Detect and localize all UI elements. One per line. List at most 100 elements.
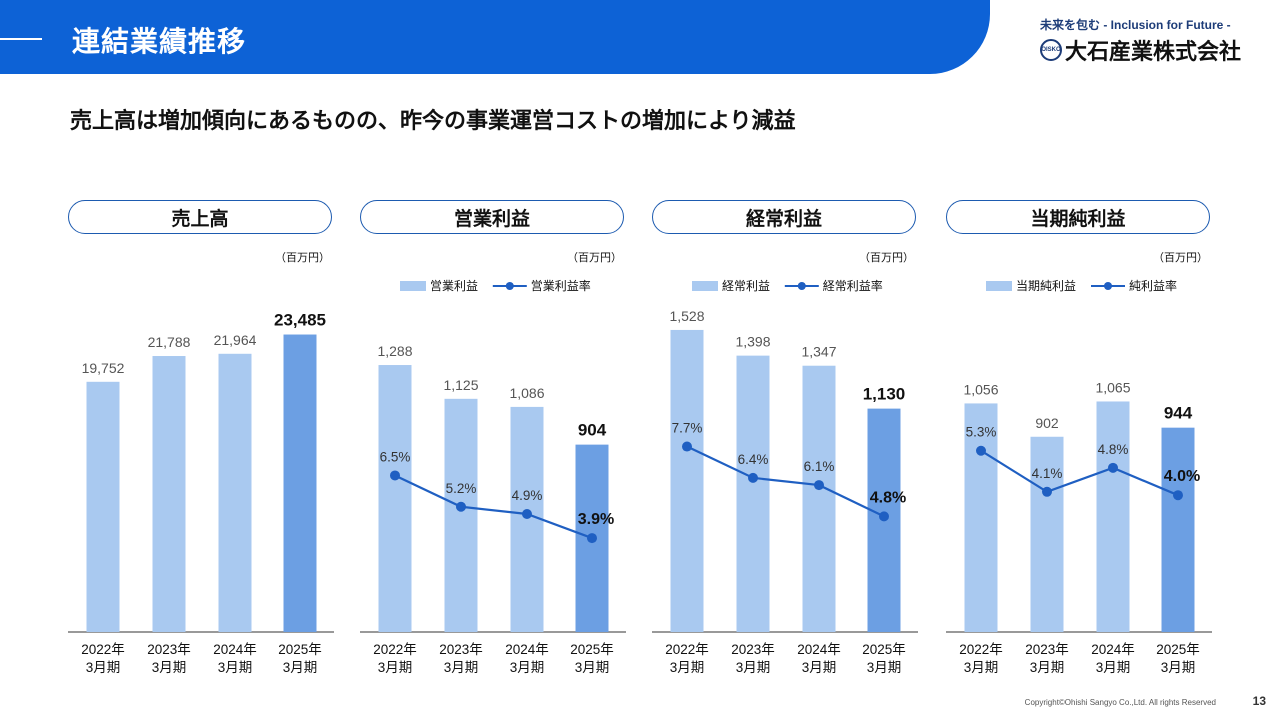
category-label: 3月期 bbox=[867, 660, 902, 675]
category-label: 2025年 bbox=[862, 642, 906, 657]
bar bbox=[802, 365, 836, 632]
margin-point bbox=[522, 508, 532, 519]
bar bbox=[1161, 427, 1195, 632]
legend-label: 当期純利益 bbox=[1016, 279, 1076, 293]
margin-value-label: 6.1% bbox=[804, 459, 835, 474]
operating-profit-chart: 営業利益 営業利益率 1,288 2022年 3月期 1,125 2023年 3月期 1,086… bbox=[360, 278, 626, 675]
category-label: 3月期 bbox=[218, 660, 253, 675]
margin-value-label: 5.2% bbox=[446, 481, 477, 496]
bar bbox=[152, 356, 186, 632]
margin-point bbox=[1042, 486, 1052, 497]
page-title: 連結業績推移 bbox=[72, 26, 247, 57]
category-label: 2023年 bbox=[147, 642, 191, 657]
unit-label: （百万円） bbox=[1153, 252, 1208, 264]
category-label: 3月期 bbox=[964, 660, 999, 675]
category-label: 3月期 bbox=[510, 660, 545, 675]
category-label: 2024年 bbox=[1091, 642, 1135, 657]
margin-point bbox=[976, 445, 986, 456]
margin-point bbox=[456, 501, 466, 512]
brand-tagline: 未来を包む - Inclusion for Future - bbox=[1040, 18, 1231, 32]
bar-value-label: 1,528 bbox=[669, 308, 704, 324]
margin-value-label: 6.5% bbox=[380, 449, 411, 464]
slide-subtitle: 売上高は増加傾向にあるものの、昨今の事業運営コストの増加により減益 bbox=[70, 108, 796, 133]
bar bbox=[283, 334, 317, 632]
category-label: 2023年 bbox=[731, 642, 775, 657]
legend-line-marker bbox=[505, 282, 514, 290]
margin-value-label: 6.4% bbox=[738, 452, 769, 467]
bar-value-label: 21,788 bbox=[148, 334, 191, 350]
ordinary-profit-panel: 経常利益 （百万円） 経常利益 経常利益率 1,528 2022年 3月期 1,398 20… bbox=[652, 200, 918, 675]
bar-value-label: 1,288 bbox=[377, 343, 412, 359]
bar bbox=[670, 329, 704, 632]
unit-label: （百万円） bbox=[567, 252, 622, 264]
bar-value-label: 1,086 bbox=[509, 385, 544, 401]
margin-point bbox=[390, 470, 400, 481]
legend-line-marker bbox=[1104, 282, 1112, 290]
margin-value-label: 7.7% bbox=[672, 421, 703, 436]
category-label: 3月期 bbox=[670, 660, 705, 675]
legend-bar-swatch bbox=[692, 281, 718, 291]
bar-value-label: 1,347 bbox=[801, 344, 836, 360]
category-label: 2025年 bbox=[278, 642, 322, 657]
sales-panel: 売上高 （百万円） 19,752 2022年 3月期 21,788 2023年 3月期 21… bbox=[68, 200, 334, 675]
category-label: 2025年 bbox=[570, 642, 614, 657]
bar-value-label: 23,485 bbox=[274, 311, 326, 330]
legend-bar-swatch bbox=[986, 281, 1012, 291]
bar-value-label: 21,964 bbox=[214, 332, 257, 348]
category-label: 3月期 bbox=[283, 660, 318, 675]
category-label: 2022年 bbox=[373, 642, 417, 657]
margin-value-label: 4.8% bbox=[870, 489, 906, 506]
category-label: 2024年 bbox=[797, 642, 841, 657]
category-label: 3月期 bbox=[152, 660, 187, 675]
company-name: 大石産業株式会社 bbox=[1065, 39, 1242, 64]
bar-value-label: 944 bbox=[1164, 404, 1193, 423]
bar-value-label: 1,065 bbox=[1095, 379, 1130, 395]
margin-point bbox=[1108, 462, 1118, 473]
legend-label: 営業利益 bbox=[430, 279, 478, 293]
margin-point bbox=[879, 511, 889, 522]
margin-value-label: 4.1% bbox=[1032, 466, 1063, 481]
category-label: 2022年 bbox=[81, 642, 125, 657]
unit-label: （百万円） bbox=[859, 252, 914, 264]
header-accent-line bbox=[0, 38, 42, 40]
bar-value-label: 1,125 bbox=[443, 377, 478, 393]
category-label: 3月期 bbox=[575, 660, 610, 675]
operating-profit-panel: 営業利益 （百万円） 営業利益 営業利益率 1,288 2022年 3月期 1,125 20… bbox=[360, 200, 626, 675]
panel-title-pill: 経常利益 bbox=[652, 200, 916, 234]
margin-point bbox=[682, 441, 692, 452]
category-label: 2024年 bbox=[505, 642, 549, 657]
bar bbox=[736, 355, 770, 632]
legend-label: 経常利益 bbox=[722, 279, 770, 293]
bar bbox=[1096, 401, 1130, 632]
legend-label: 純利益率 bbox=[1129, 278, 1177, 293]
ordinary-profit-chart: 経常利益 経常利益率 1,528 2022年 3月期 1,398 2023年 3月期 1,347… bbox=[652, 278, 918, 675]
legend-label: 営業利益率 bbox=[531, 278, 591, 293]
net-profit-chart: 当期純利益 純利益率 1,056 2022年 3月期 902 2023年 3月期 1,065 20… bbox=[946, 278, 1212, 675]
copyright-notice: Copyright©Ohishi Sangyo Co.,Ltd. All rig… bbox=[1024, 698, 1216, 707]
margin-value-label: 3.9% bbox=[578, 511, 614, 528]
category-label: 3月期 bbox=[444, 660, 479, 675]
unit-label: （百万円） bbox=[275, 252, 330, 264]
sales-chart: 19,752 2022年 3月期 21,788 2023年 3月期 21,964 2024年 3… bbox=[68, 311, 334, 675]
bar-value-label: 1,056 bbox=[963, 381, 998, 397]
margin-series-line bbox=[980, 449, 1179, 497]
category-label: 3月期 bbox=[378, 660, 413, 675]
brand-logo-block: OISKO 大石産業株式会社 bbox=[1040, 34, 1241, 66]
category-label: 2025年 bbox=[1156, 642, 1200, 657]
page-number: 13 bbox=[1252, 694, 1266, 708]
net-profit-panel: 当期純利益 （百万円） 当期純利益 純利益率 1,056 2022年 3月期 902 202… bbox=[946, 200, 1212, 675]
company-logo-icon: OISKO bbox=[1040, 39, 1062, 61]
category-label: 3月期 bbox=[736, 660, 771, 675]
category-label: 3月期 bbox=[802, 660, 837, 675]
margin-point bbox=[814, 480, 824, 491]
margin-point bbox=[748, 472, 758, 483]
panel-title-pill: 売上高 bbox=[68, 200, 332, 234]
margin-series-line bbox=[686, 445, 885, 518]
margin-value-label: 4.9% bbox=[512, 488, 543, 503]
bar bbox=[86, 381, 120, 632]
header-band bbox=[0, 0, 990, 74]
margin-point bbox=[1173, 490, 1183, 501]
bar-value-label: 19,752 bbox=[82, 360, 125, 376]
bar-value-label: 1,130 bbox=[863, 385, 906, 404]
bar-value-label: 902 bbox=[1035, 415, 1059, 431]
